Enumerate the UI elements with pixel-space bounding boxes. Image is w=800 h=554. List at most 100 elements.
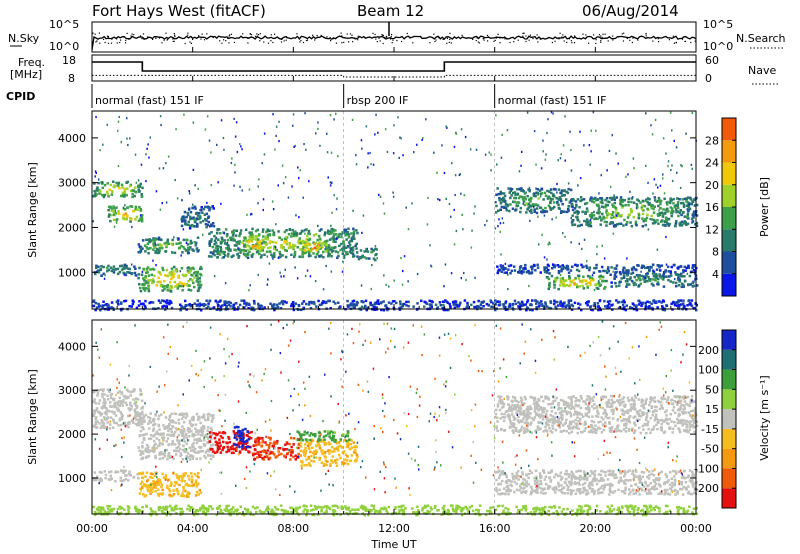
noise-cell xyxy=(647,271,650,274)
range-gate-cell xyxy=(364,304,367,308)
range-gate-cell xyxy=(504,199,507,203)
range-gate-cell xyxy=(588,266,591,269)
range-gate-cell xyxy=(168,493,171,497)
range-gate-cell xyxy=(596,198,599,202)
range-gate-cell xyxy=(542,307,546,310)
range-gate-cell xyxy=(191,266,195,270)
nsearch-point xyxy=(165,32,167,34)
range-gate-cell xyxy=(487,303,490,307)
range-gate-cell xyxy=(137,185,140,188)
noise-cell xyxy=(104,274,106,277)
range-gate-cell xyxy=(527,202,531,205)
range-gate-cell xyxy=(688,207,691,210)
nsearch-point xyxy=(326,36,328,38)
noise-cell xyxy=(152,239,154,242)
range-gate-cell xyxy=(245,304,248,307)
range-gate-cell xyxy=(253,457,257,461)
range-gate-cell xyxy=(338,444,341,447)
range-gate-cell xyxy=(495,193,498,196)
nsearch-point xyxy=(517,39,519,41)
range-gate-cell xyxy=(567,187,570,191)
range-gate-cell xyxy=(140,193,143,196)
range-gate-cell xyxy=(689,196,692,200)
noise-cell xyxy=(433,151,435,154)
range-gate-cell xyxy=(177,433,181,437)
range-gate-cell xyxy=(309,450,312,454)
noise-cell xyxy=(534,193,536,196)
range-gate-cell xyxy=(333,447,336,451)
nsearch-point xyxy=(316,35,318,37)
noise-cell xyxy=(430,264,432,267)
range-gate-cell xyxy=(651,263,655,266)
nsearch-point xyxy=(537,41,539,43)
range-gate-cell xyxy=(660,219,664,222)
nsearch-point xyxy=(487,36,489,38)
range-gate-cell xyxy=(525,202,528,205)
noise-cell xyxy=(460,128,463,131)
range-gate-cell xyxy=(195,474,199,478)
range-gate-cell xyxy=(557,203,560,207)
noise-cell xyxy=(130,263,133,266)
range-gate-cell xyxy=(208,431,212,434)
range-gate-cell xyxy=(102,265,105,269)
nsearch-point xyxy=(595,42,597,44)
noise-cell xyxy=(183,113,185,116)
range-gate-cell xyxy=(229,301,232,305)
range-gate-cell xyxy=(146,489,150,493)
range-gate-cell xyxy=(115,206,118,209)
range-gate-cell xyxy=(263,455,267,459)
range-gate-cell xyxy=(595,286,599,290)
range-gate-cell xyxy=(349,251,353,254)
range-gate-cell xyxy=(93,389,96,393)
range-gate-cell xyxy=(638,277,641,280)
range-gate-cell xyxy=(589,199,592,202)
noise-cell xyxy=(335,208,338,211)
noise-cell xyxy=(537,215,539,218)
range-gate-cell xyxy=(573,223,577,226)
range-gate-cell xyxy=(333,431,337,434)
range-gate-cell xyxy=(603,287,606,290)
nsearch-point xyxy=(690,41,692,44)
range-gate-cell xyxy=(242,434,245,438)
range-gate-cell xyxy=(169,456,172,460)
range-gate-cell xyxy=(660,264,664,267)
freq-tick-top: 18 xyxy=(62,54,76,67)
range-gate-cell xyxy=(677,214,680,218)
range-gate-cell xyxy=(246,430,249,434)
range-gate-cell xyxy=(621,200,624,204)
range-gate-cell xyxy=(353,445,357,448)
range-gate-cell xyxy=(209,251,213,254)
range-gate-cell xyxy=(120,301,123,304)
range-gate-cell xyxy=(123,421,127,424)
nsearch-point xyxy=(382,42,384,45)
range-gate-cell xyxy=(177,422,181,425)
range-gate-cell xyxy=(352,227,355,231)
range-gate-cell xyxy=(189,278,192,281)
range-gate-cell xyxy=(344,228,347,232)
range-gate-cell xyxy=(152,439,156,443)
nsearch-point xyxy=(392,39,394,41)
range-gate-cell xyxy=(355,242,358,246)
range-gate-cell xyxy=(235,241,238,244)
nsearch-point xyxy=(332,38,334,40)
range-gate-cell xyxy=(233,248,236,251)
range-gate-cell xyxy=(540,210,543,213)
range-gate-cell xyxy=(352,299,356,303)
range-gate-cell xyxy=(135,215,139,219)
nsearch-series xyxy=(92,32,696,45)
nsearch-point xyxy=(228,42,230,44)
range-gate-cell xyxy=(308,252,311,256)
range-gate-cell xyxy=(653,199,657,202)
range-gate-cell xyxy=(175,487,179,491)
range-gate-cell xyxy=(686,196,690,199)
range-gate-cell xyxy=(561,277,564,280)
range-gate-cell xyxy=(313,246,317,250)
range-gate-cell xyxy=(156,492,160,496)
range-gate-cell xyxy=(154,480,157,484)
range-gate-cell xyxy=(503,271,506,274)
colorbar-swatch xyxy=(722,229,736,252)
range-gate-cell xyxy=(208,208,211,212)
range-gate-cell xyxy=(124,212,128,215)
range-gate-cell xyxy=(323,301,326,304)
range-gate-cell xyxy=(156,237,159,241)
